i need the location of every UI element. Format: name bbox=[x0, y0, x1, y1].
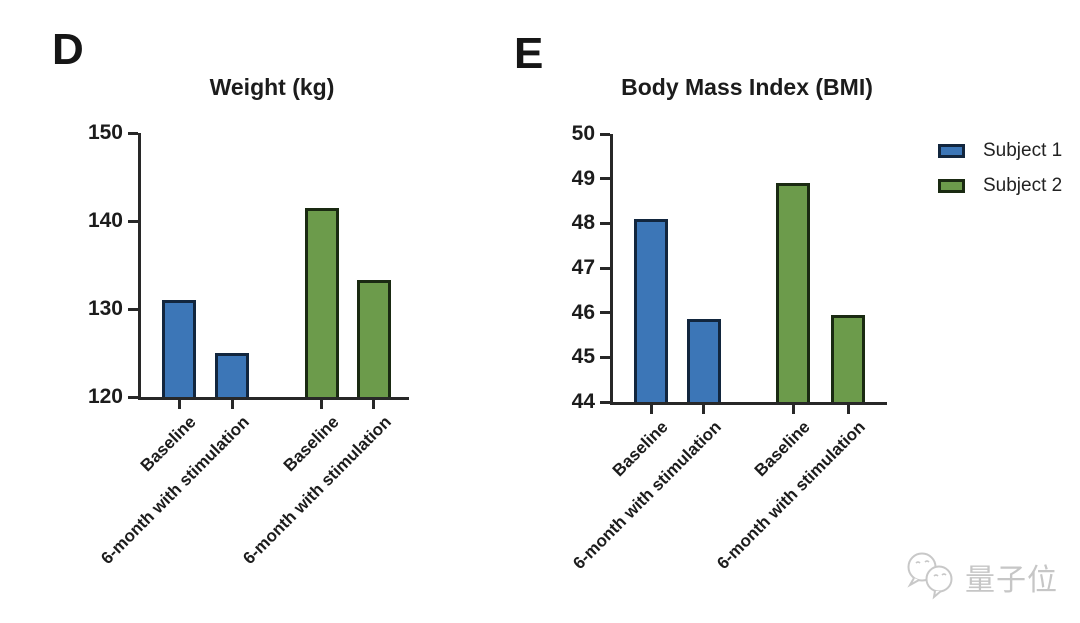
y-axis-tick-label: 46 bbox=[571, 300, 595, 324]
qbitai-chat-bubbles-icon bbox=[903, 548, 961, 605]
weight-chart-title: Weight (kg) bbox=[209, 74, 335, 100]
x-axis-tick bbox=[177, 400, 181, 409]
weight-chart-plot-area: 120 130 140 150 Baseline 6-month with stimula… bbox=[88, 122, 409, 568]
legend-item-subject-2: Subject 2 bbox=[938, 175, 1062, 197]
y-axis-tick bbox=[600, 311, 610, 315]
bar-subject-1-6-month bbox=[215, 353, 250, 397]
bar-subject-1-6-month bbox=[686, 319, 721, 402]
y-axis-tick-label: 140 bbox=[87, 209, 123, 232]
legend-label: Subject 2 bbox=[983, 175, 1063, 196]
y-axis-tick bbox=[600, 400, 610, 404]
x-axis-tick bbox=[230, 400, 234, 409]
y-axis-tick bbox=[600, 355, 610, 359]
x-axis-tick bbox=[846, 405, 850, 414]
bar-subject-2-6-month bbox=[831, 314, 866, 402]
y-axis-tick-label: 120 bbox=[87, 385, 123, 408]
y-axis-tick bbox=[600, 177, 610, 181]
legend-label: Subject 1 bbox=[983, 140, 1063, 161]
y-axis-tick bbox=[600, 132, 610, 136]
bar-subject-1-baseline bbox=[162, 300, 197, 397]
x-axis-tick bbox=[649, 405, 653, 414]
bar-subject-1-baseline bbox=[634, 218, 669, 402]
x-axis-tick bbox=[791, 405, 795, 414]
x-axis-tick bbox=[702, 405, 706, 414]
y-axis-tick-label: 47 bbox=[571, 256, 595, 279]
y-axis-tick bbox=[128, 131, 138, 135]
y-axis-tick bbox=[128, 307, 138, 311]
panel-label-e: E bbox=[514, 29, 544, 78]
watermark: 量子位 bbox=[903, 548, 1058, 605]
bar-subject-2-baseline bbox=[776, 183, 811, 402]
x-axis-tick bbox=[372, 400, 376, 409]
panel-label-d: D bbox=[52, 25, 84, 74]
y-axis-tick-label: 130 bbox=[87, 297, 123, 320]
bmi-chart-title: Body Mass Index (BMI) bbox=[621, 74, 873, 100]
y-axis-tick bbox=[600, 221, 610, 225]
y-axis-tick-label: 48 bbox=[571, 211, 595, 235]
subject-1-swatch-icon bbox=[938, 144, 965, 158]
y-axis-tick-label: 44 bbox=[571, 390, 595, 413]
watermark-brand-text: 量子位 bbox=[965, 563, 1058, 597]
y-axis-tick-label: 50 bbox=[571, 122, 595, 145]
y-axis-tick-label: 150 bbox=[87, 121, 123, 144]
y-axis-tick-label: 49 bbox=[571, 166, 595, 190]
y-axis-tick-label: 45 bbox=[571, 345, 595, 369]
legend-item-subject-1: Subject 1 bbox=[938, 140, 1062, 162]
bar-subject-2-6-month bbox=[356, 279, 391, 397]
y-axis-tick bbox=[128, 219, 138, 223]
bar-subject-2-baseline bbox=[304, 207, 339, 397]
legend: Subject 1 Subject 2 bbox=[938, 140, 1062, 210]
y-axis-tick bbox=[128, 395, 138, 399]
y-axis-tick bbox=[600, 266, 610, 270]
x-axis-tick bbox=[320, 400, 324, 409]
subject-2-swatch-icon bbox=[938, 179, 965, 193]
bmi-chart-plot-area: 44 45 46 47 48 49 50 Baseline 6-month with stimu… bbox=[569, 123, 887, 573]
